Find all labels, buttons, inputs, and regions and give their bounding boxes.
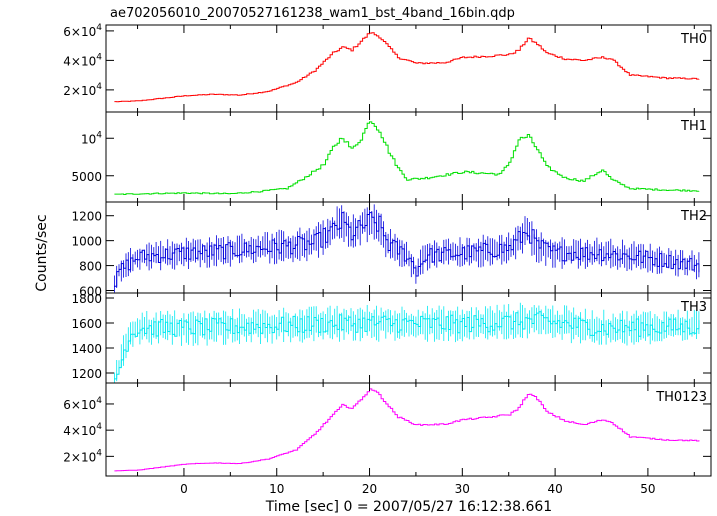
series-th0123 <box>114 388 700 472</box>
x-tick-label: 30 <box>455 482 470 496</box>
panel-frame <box>105 111 712 203</box>
panel-label: TH1 <box>680 119 707 134</box>
panel-th0: 2×104 4×104 6×104 TH0 <box>63 23 712 113</box>
series-line <box>114 32 700 103</box>
y-tick-label: 1800 <box>71 292 102 306</box>
error-bars <box>114 302 700 383</box>
x-tick-label: 50 <box>640 482 655 496</box>
y-axis-label: Counts/sec <box>34 214 50 291</box>
series-line <box>114 388 700 472</box>
panel-label: TH3 <box>680 300 707 315</box>
x-tick-label: 20 <box>362 482 377 496</box>
panel-label: TH0123 <box>655 390 707 405</box>
series-th1 <box>114 121 700 195</box>
x-tick-label: 10 <box>269 482 284 496</box>
chart-panels: 2×104 4×104 6×104 TH0 5000 104 TH1 600 800 1000 12… <box>63 23 712 496</box>
y-tick-label: 1600 <box>71 317 102 331</box>
series-th3 <box>114 302 700 383</box>
panel-th2: 600 800 1000 1200 TH2 <box>71 201 712 299</box>
panel-frame <box>105 24 712 113</box>
y-tick-label: 2×104 <box>63 448 102 464</box>
x-tick-label: 0 <box>180 482 188 496</box>
y-tick-label: 2×104 <box>63 82 102 98</box>
y-tick-label: 1200 <box>71 367 102 381</box>
y-tick-label: 800 <box>79 260 102 274</box>
series-th0 <box>114 32 700 103</box>
panel-th1: 5000 104 TH1 <box>71 111 712 203</box>
y-tick-label: 4×104 <box>63 422 102 438</box>
series-line <box>114 121 700 195</box>
y-tick-label: 1400 <box>71 342 102 356</box>
y-tick-label: 1000 <box>71 235 102 249</box>
chart-title: ae702056010_20070527161238_wam1_bst_4ban… <box>110 6 515 21</box>
y-tick-label: 1200 <box>71 210 102 224</box>
panel-label: TH0 <box>680 32 707 47</box>
panel-th0123: 2×104 4×104 6×104 TH0123 0 10 20 30 40 50 <box>63 382 712 496</box>
y-tick-label: 600 <box>79 285 102 299</box>
y-tick-label: 6×104 <box>63 396 102 412</box>
series-th2 <box>114 202 700 293</box>
y-tick-label: 104 <box>81 130 102 146</box>
y-tick-label: 4×104 <box>63 52 102 68</box>
series-line <box>114 311 700 380</box>
x-tick-label: 40 <box>547 482 562 496</box>
panel-label: TH2 <box>680 209 707 224</box>
y-tick-label: 5000 <box>71 170 102 184</box>
y-tick-label: 6×104 <box>63 23 102 39</box>
panel-frame <box>105 201 712 294</box>
panel-th3: 1200 1400 1600 1800 TH3 <box>71 292 712 384</box>
series-line <box>114 212 700 287</box>
x-axis-label: Time [sec] 0 = 2007/05/27 16:12:38.661 <box>265 499 552 515</box>
panel-frame <box>105 382 712 477</box>
